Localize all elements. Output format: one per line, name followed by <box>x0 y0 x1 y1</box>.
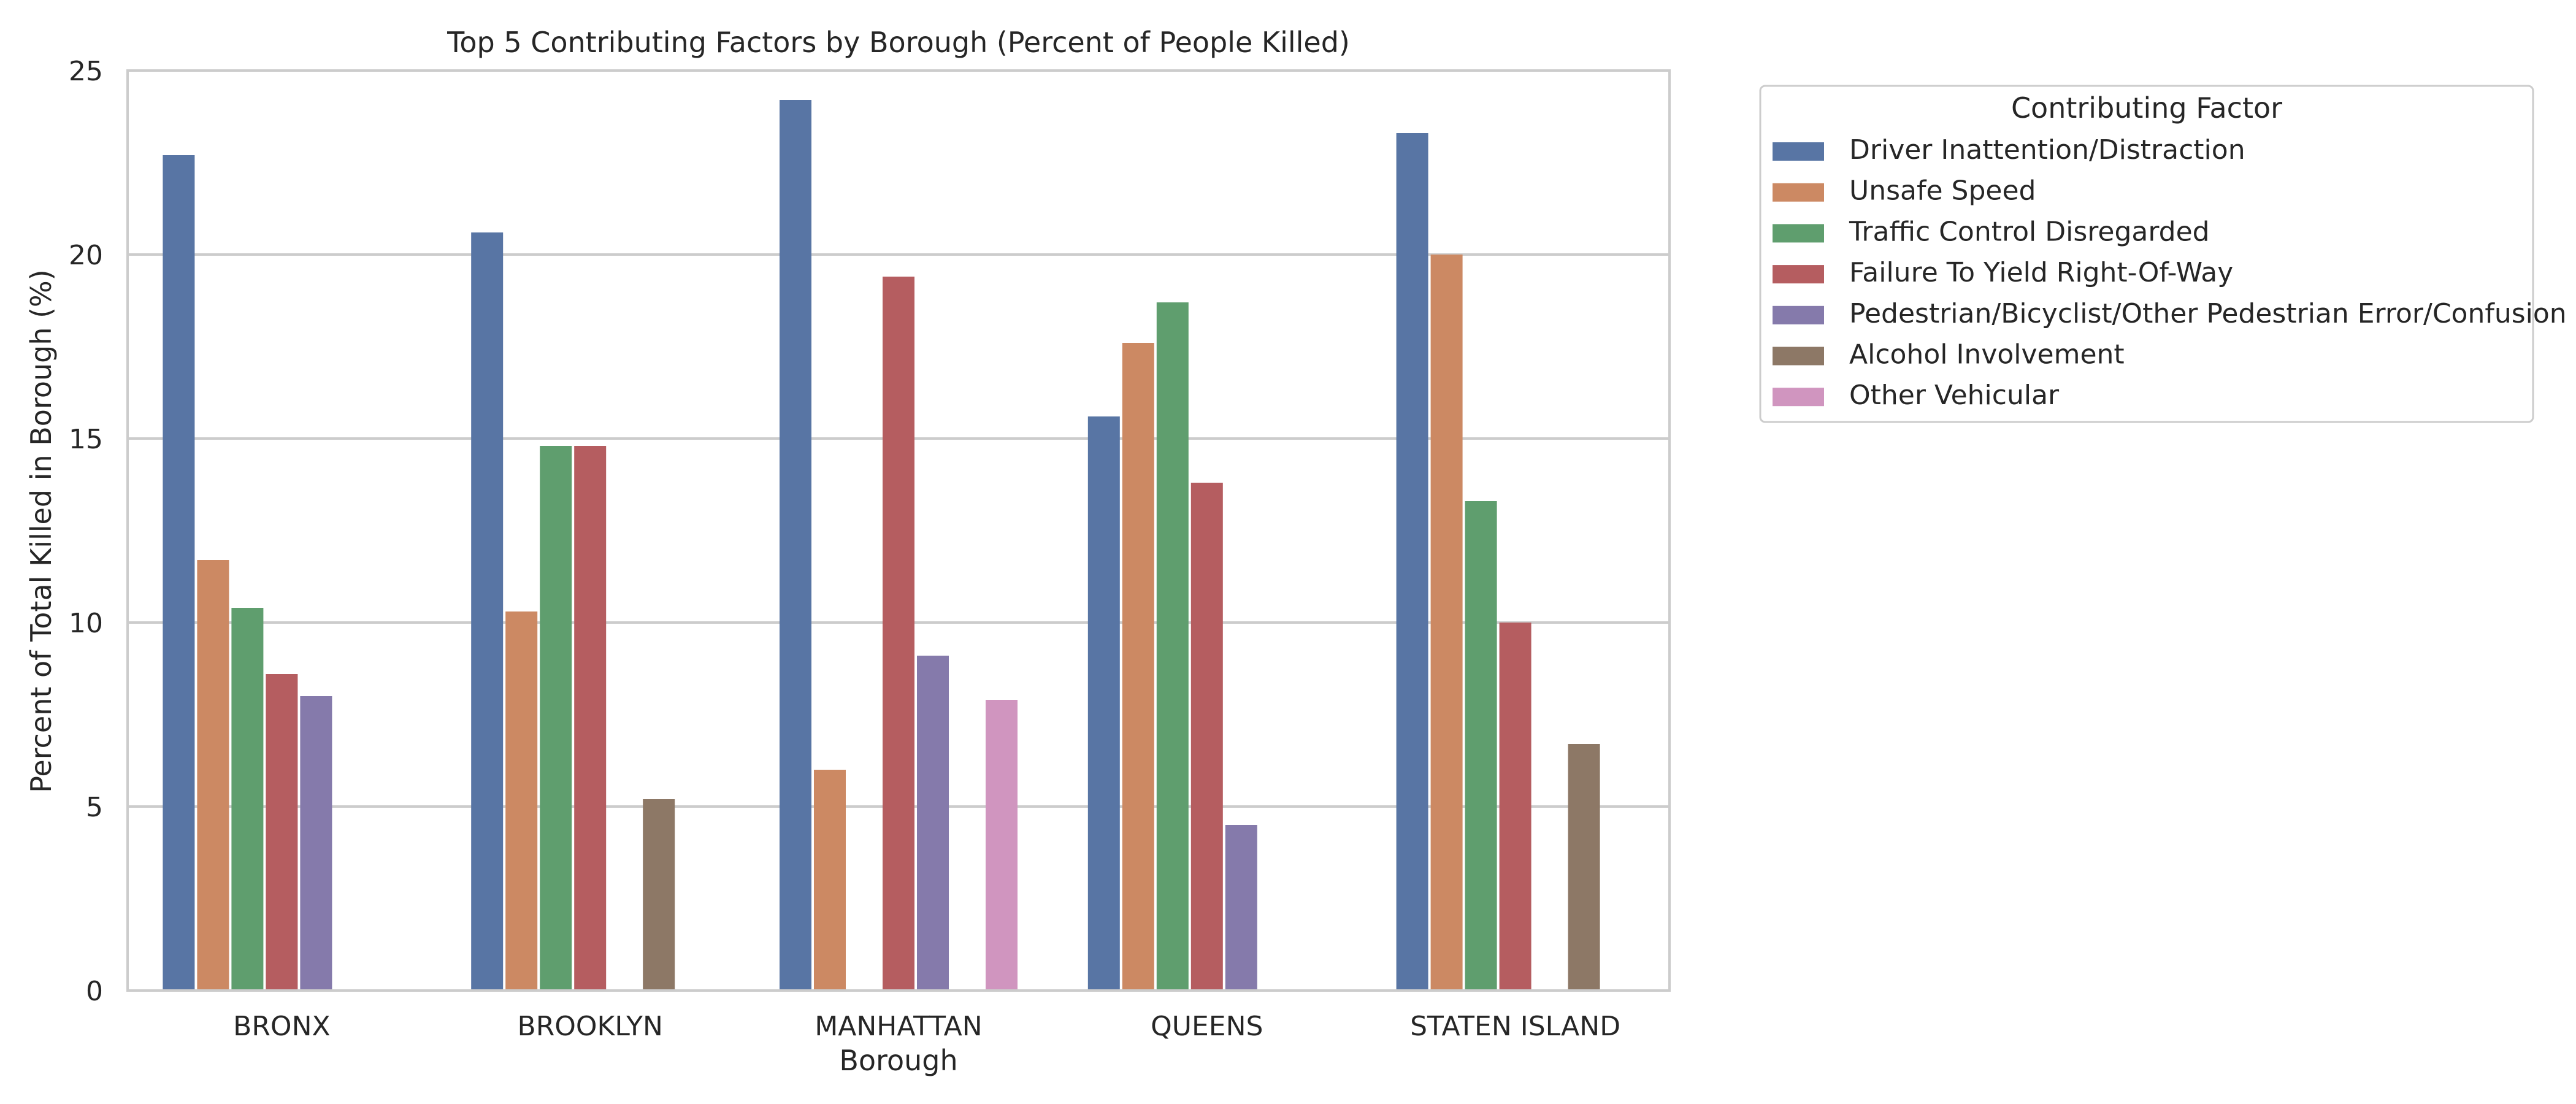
bar-brooklyn-unsafe-speed <box>505 611 538 991</box>
bar-staten-island-traffic-control-disregarded <box>1465 501 1497 991</box>
bar-staten-island-alcohol-involvement <box>1568 744 1600 991</box>
bar-queens-traffic-control-disregarded <box>1156 302 1189 991</box>
legend-title: Contributing Factor <box>2011 91 2282 125</box>
legend-label-traffic-control-disregarded: Traffic Control Disregarded <box>1849 216 2210 247</box>
legend-swatch-driver-inattention-distraction <box>1773 142 1824 161</box>
x-tick-label: MANHATTAN <box>815 1011 982 1042</box>
legend-swatch-failure-to-yield-right-of-way <box>1773 265 1824 284</box>
bar-staten-island-driver-inattention-distraction <box>1396 133 1428 991</box>
x-axis-label: Borough <box>839 1044 957 1077</box>
bar-brooklyn-alcohol-involvement <box>643 799 675 991</box>
legend-swatch-traffic-control-disregarded <box>1773 224 1824 243</box>
bar-queens-pedestrian-bicyclist-other-pedestrian-error-confusion <box>1225 825 1257 991</box>
y-tick-label: 5 <box>86 792 103 823</box>
bar-manhattan-failure-to-yield-right-of-way <box>883 277 914 991</box>
bar-bronx-pedestrian-bicyclist-other-pedestrian-error-confusion <box>300 696 332 991</box>
y-tick-label: 15 <box>69 424 103 455</box>
y-tick-label: 10 <box>69 608 103 639</box>
legend: Contributing Factor Driver Inattention/D… <box>1759 85 2567 423</box>
bar-staten-island-unsafe-speed <box>1430 255 1463 991</box>
plot-frame <box>126 69 1671 992</box>
bar-manhattan-driver-inattention-distraction <box>780 100 811 991</box>
x-tick-label: QUEENS <box>1151 1011 1263 1042</box>
x-tick-label: STATEN ISLAND <box>1410 1011 1620 1042</box>
y-tick-label: 20 <box>69 240 103 271</box>
bar-bronx-unsafe-speed <box>197 560 229 991</box>
x-tick-label: BRONX <box>233 1011 330 1042</box>
bar-staten-island-failure-to-yield-right-of-way <box>1499 623 1531 991</box>
legend-swatch-alcohol-involvement <box>1773 347 1824 366</box>
bars <box>163 100 1600 991</box>
legend-label-failure-to-yield-right-of-way: Failure To Yield Right-Of-Way <box>1849 257 2233 288</box>
legend-swatch-pedestrian-bicyclist-other-pedestrian-error-confusion <box>1773 305 1824 324</box>
bar-manhattan-unsafe-speed <box>814 770 846 991</box>
bar-queens-failure-to-yield-right-of-way <box>1190 483 1223 991</box>
y-tick-label: 0 <box>86 976 103 1007</box>
x-tick-label: BROOKLYN <box>518 1011 663 1042</box>
bar-brooklyn-traffic-control-disregarded <box>540 446 572 991</box>
legend-swatch-other-vehicular <box>1773 388 1824 407</box>
bar-manhattan-pedestrian-bicyclist-other-pedestrian-error-confusion <box>917 656 949 991</box>
bar-bronx-failure-to-yield-right-of-way <box>266 674 298 991</box>
y-tick-label: 25 <box>69 56 103 87</box>
legend-label-alcohol-involvement: Alcohol Involvement <box>1849 339 2125 370</box>
y-axis-label: Percent of Total Killed in Borough (%) <box>25 269 58 792</box>
legend-label-other-vehicular: Other Vehicular <box>1849 380 2060 411</box>
chart-title: Top 5 Contributing Factors by Borough (P… <box>447 26 1350 59</box>
legend-label-driver-inattention-distraction: Driver Inattention/Distraction <box>1849 134 2245 166</box>
bar-queens-unsafe-speed <box>1122 343 1154 991</box>
bar-bronx-driver-inattention-distraction <box>163 155 195 991</box>
bar-queens-driver-inattention-distraction <box>1087 416 1120 991</box>
legend-label-pedestrian-bicyclist-other-pedestrian-error-confusion: Pedestrian/Bicyclist/Other Pedestrian Er… <box>1849 298 2567 329</box>
bar-brooklyn-failure-to-yield-right-of-way <box>574 446 607 991</box>
legend-label-unsafe-speed: Unsafe Speed <box>1849 175 2036 207</box>
legend-swatch-unsafe-speed <box>1773 183 1824 202</box>
bar-brooklyn-driver-inattention-distraction <box>471 232 504 991</box>
legend-box <box>1759 85 2534 423</box>
tick-labels: 0 5 10 15 20 25 BRONX BROOKLYN MANHATTAN QUEENS ST… <box>69 56 1620 1042</box>
bar-manhattan-other-vehicular <box>986 700 1018 991</box>
bar-bronx-traffic-control-disregarded <box>231 608 264 991</box>
